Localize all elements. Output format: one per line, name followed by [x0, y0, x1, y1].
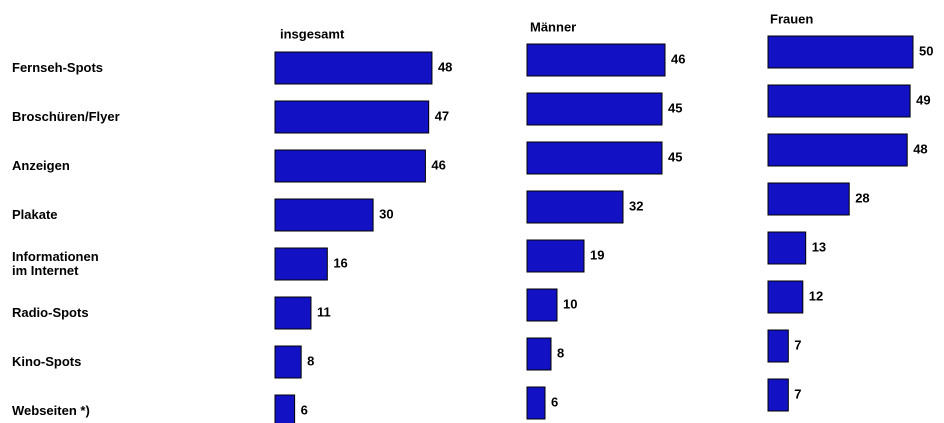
bar: [526, 288, 558, 322]
bar: [767, 280, 804, 314]
value-label: 7: [794, 337, 801, 352]
category-label: Webseiten *): [12, 403, 90, 418]
bar: [526, 141, 663, 175]
value-label: 8: [307, 353, 314, 368]
value-label: 7: [794, 386, 801, 401]
bar: [274, 394, 296, 423]
bar: [526, 337, 552, 371]
panel-title: insgesamt: [280, 26, 345, 41]
bar: [767, 231, 807, 265]
bar: [767, 84, 911, 118]
bar: [526, 386, 546, 420]
bar: [274, 247, 328, 281]
bar: [767, 378, 789, 412]
value-label: 12: [809, 288, 823, 303]
category-label: Informationen im Internet: [12, 249, 99, 278]
bar: [526, 92, 663, 126]
value-label: 49: [916, 92, 930, 107]
category-label: Kino-Spots: [12, 354, 82, 369]
value-label: 46: [431, 157, 445, 172]
value-label: 46: [671, 51, 685, 66]
category-label: Fernseh-Spots: [12, 60, 104, 75]
category-label: Radio-Spots: [12, 305, 89, 320]
panel-title: Frauen: [770, 11, 813, 26]
bar: [274, 149, 426, 183]
value-label: 45: [668, 100, 682, 115]
bar: [526, 239, 585, 273]
bar: [767, 35, 914, 69]
bar: [526, 43, 666, 77]
value-label: 45: [668, 149, 682, 164]
value-label: 30: [379, 206, 393, 221]
bar: [526, 190, 624, 224]
bar: [767, 182, 850, 216]
value-label: 11: [317, 304, 331, 319]
value-label: 16: [333, 255, 347, 270]
category-label: Plakate: [12, 207, 58, 222]
bar: [274, 296, 312, 330]
value-label: 13: [812, 239, 826, 254]
bar: [274, 100, 430, 134]
value-label: 19: [590, 247, 604, 262]
value-label: 8: [557, 345, 564, 360]
value-label: 48: [438, 59, 452, 74]
value-label: 10: [563, 296, 577, 311]
bar: [274, 51, 433, 85]
value-label: 28: [855, 190, 869, 205]
value-label: 48: [913, 141, 927, 156]
bar: [274, 198, 374, 232]
value-label: 6: [551, 394, 558, 409]
value-label: 6: [301, 402, 308, 417]
category-label: Anzeigen: [12, 158, 70, 173]
value-label: 32: [629, 198, 643, 213]
bar: [274, 345, 302, 379]
value-label: 47: [435, 108, 449, 123]
panel-title: Männer: [530, 19, 576, 34]
bar: [767, 133, 908, 167]
bar: [767, 329, 789, 363]
category-label: Broschüren/Flyer: [12, 109, 120, 124]
value-label: 50: [919, 43, 933, 58]
